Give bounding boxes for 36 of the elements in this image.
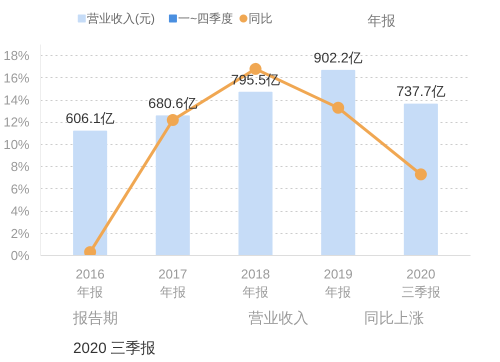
point [250,62,262,75]
x-tick-label: 2016 年报 [76,266,105,300]
text: 营业收入 [248,310,309,327]
x-tick-label: 2019 年报 [324,266,353,300]
bar [156,115,190,256]
legend-label: 一~四季度 [178,12,234,26]
x-tick-label: 2018 年报 [241,266,270,300]
y-tick-label: 8% [10,159,30,174]
x-tick-label: 2017 年报 [158,266,188,300]
text: 报告期 [72,310,118,327]
point [332,102,344,114]
y-tick-label: 10% [3,136,30,152]
bar [238,92,273,256]
bar [73,130,108,256]
data-label: 737.7亿 [396,83,446,100]
y-tick-label: 16% [3,70,30,86]
point [166,114,179,126]
legend-label: 同比 [248,12,273,26]
y-tick-label: 0% [10,248,30,263]
y-tick-label: 2% [10,226,30,241]
data-label: 606.1亿 [66,110,115,126]
text: 年报 [367,12,396,28]
legend-label: 营业收入(元) [86,12,155,26]
bar [404,104,438,256]
data-label: 680.6亿 [148,94,198,111]
point [414,168,427,180]
text: 同比上涨 [364,310,424,327]
y-tick-label: 14% [3,92,30,108]
y-tick-label: 4% [10,204,30,219]
y-tick-label: 12% [3,114,30,130]
text: 2020 三季报 [73,340,156,357]
bar [321,70,356,256]
y-tick-label: 18% [3,48,30,64]
y-tick-label: 6% [10,181,30,196]
data-label: 902.2亿 [314,49,363,66]
x-tick-label: 2020 三季报 [401,266,440,300]
